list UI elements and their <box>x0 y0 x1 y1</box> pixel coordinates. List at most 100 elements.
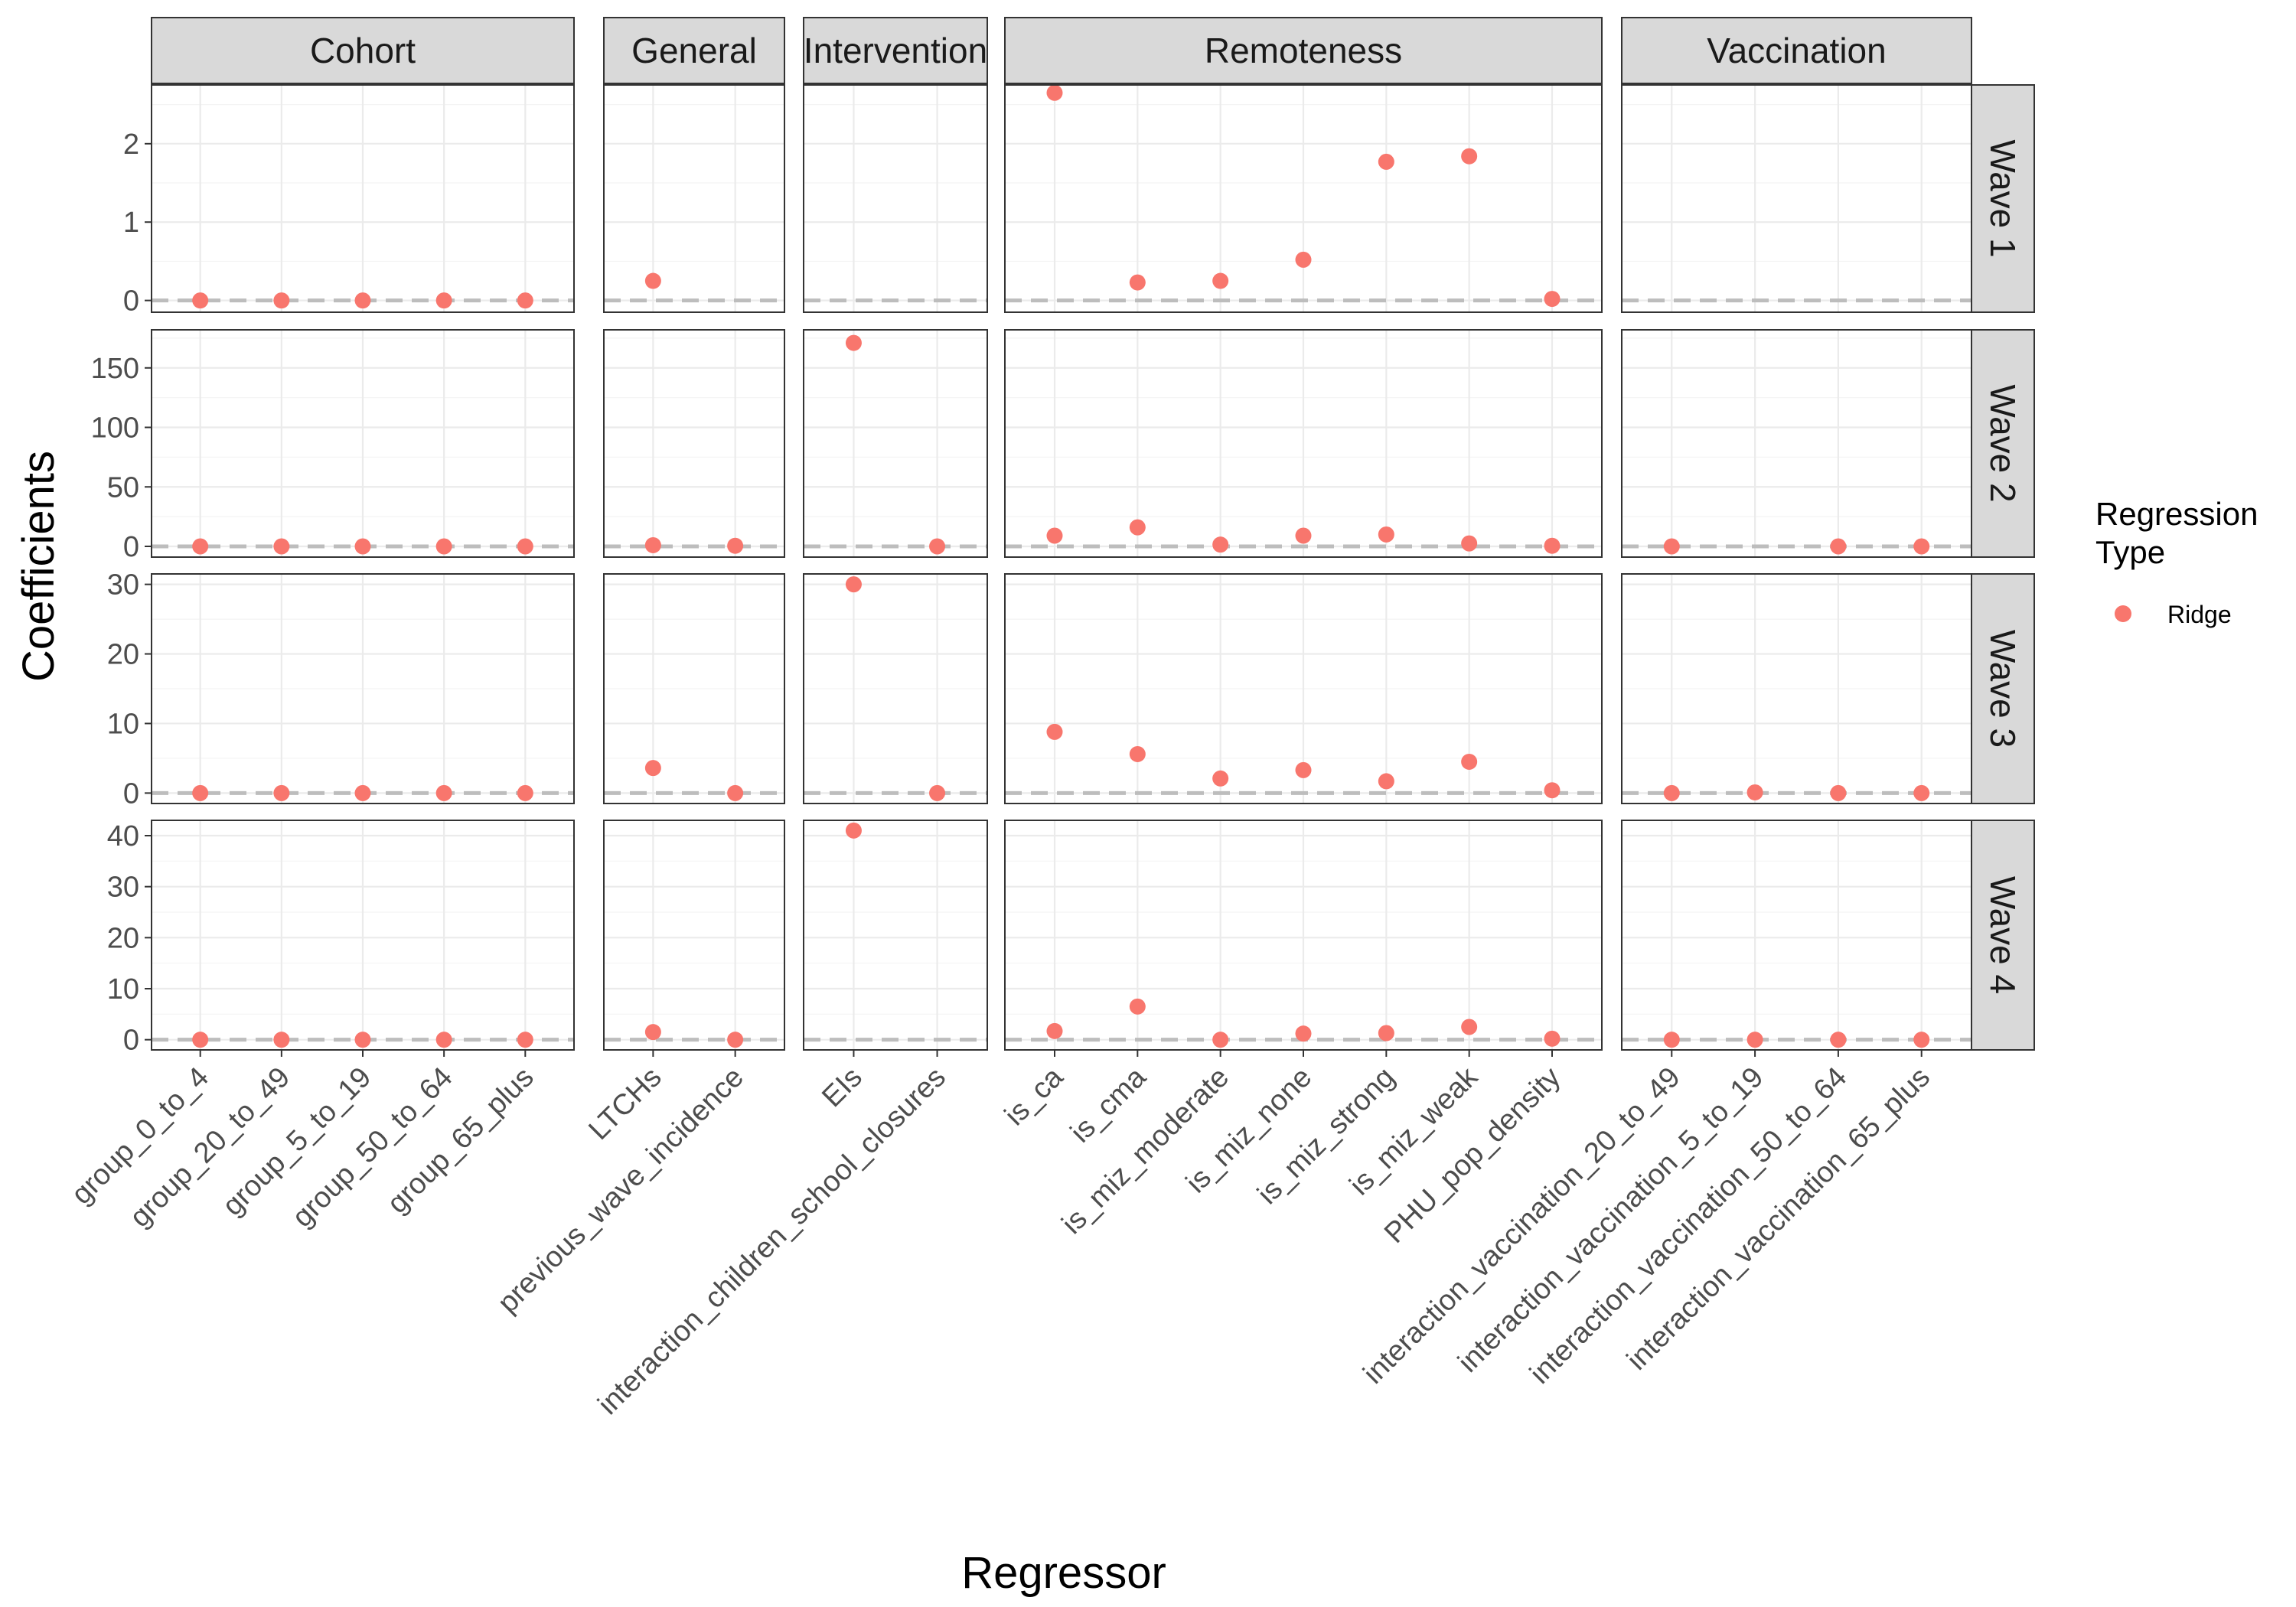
point-wave-3-ltchs <box>644 760 661 777</box>
point-wave-2-is-ca <box>1046 527 1063 544</box>
y-tick-label: 50 <box>107 471 139 504</box>
y-tick-label: 30 <box>107 569 139 601</box>
point-wave-2-previous-wave-incidence <box>727 537 744 554</box>
panel-bg-wave-1-intervention <box>804 85 987 312</box>
row-strip-label: Wave 1 <box>1983 139 2023 257</box>
point-wave-2-group-20-to-49 <box>273 538 290 555</box>
point-wave-1-is-miz-none <box>1295 251 1312 268</box>
column-strip-label: Remoteness <box>1205 31 1402 70</box>
point-wave-4-phu-pop-density <box>1544 1030 1561 1047</box>
x-tick-label-interaction-vaccination-65-plus: interaction_vaccination_65_plus <box>1621 1061 1936 1377</box>
column-strip-box <box>151 17 575 84</box>
column-strip-label: General <box>631 31 757 70</box>
x-tick-label-interaction-children-school-closures: interaction_children_school_closures <box>592 1061 952 1421</box>
point-wave-4-interaction-vaccination-50-to-64 <box>1830 1032 1847 1048</box>
y-tick-label: 40 <box>107 820 139 852</box>
y-tick-label: 0 <box>123 531 139 563</box>
panel-bg-wave-1-general <box>604 85 784 312</box>
row-strip-box <box>1971 820 2035 1051</box>
column-strip-general: General <box>603 17 785 84</box>
y-tick-label: 150 <box>91 353 139 385</box>
point-wave-2-ltchs <box>644 536 661 553</box>
point-wave-3-interaction-vaccination-50-to-64 <box>1830 784 1847 801</box>
column-strip-vaccination: Vaccination <box>1621 17 1972 84</box>
point-wave-3-is-miz-weak <box>1461 753 1478 770</box>
y-tick-label: 2 <box>123 129 139 161</box>
panel-border-wave-4-intervention <box>803 820 988 1051</box>
point-wave-1-group-5-to-19 <box>354 292 371 309</box>
point-wave-3-interaction-children-school-closures <box>929 784 946 801</box>
y-tick-label: 10 <box>107 973 139 1006</box>
legend-label-ridge: Ridge <box>2167 601 2232 628</box>
point-wave-3-interaction-vaccination-20-to-49 <box>1663 784 1680 801</box>
y-tick-label: 0 <box>123 777 139 810</box>
point-wave-3-is-ca <box>1046 723 1063 740</box>
panel-bg-wave-4-general <box>604 820 784 1050</box>
point-wave-3-group-50-to-64 <box>435 784 452 801</box>
legend-title-line-1: Regression <box>2095 496 2258 532</box>
point-wave-3-is-miz-none <box>1295 761 1312 778</box>
panel-border-wave-1-intervention <box>803 84 988 313</box>
panel-border-wave-2-intervention <box>803 329 988 558</box>
point-wave-4-is-miz-moderate <box>1212 1032 1229 1048</box>
panel-bg-wave-4-vaccination <box>1622 820 1971 1050</box>
point-wave-1-group-65-plus <box>517 292 533 309</box>
point-wave-4-group-65-plus <box>517 1032 533 1048</box>
point-wave-2-group-0-to-4 <box>192 538 209 555</box>
row-strip-label: Wave 3 <box>1983 630 2023 748</box>
x-tick-label-group-65-plus: group_65_plus <box>381 1061 540 1220</box>
point-wave-1-is-cma <box>1129 274 1146 291</box>
point-wave-1-is-miz-strong <box>1378 153 1394 170</box>
point-wave-4-eis <box>845 822 862 839</box>
point-wave-3-previous-wave-incidence <box>727 784 744 801</box>
point-wave-4-ltchs <box>644 1024 661 1041</box>
point-wave-4-is-miz-none <box>1295 1025 1312 1042</box>
panel-border-wave-4-general <box>603 820 785 1051</box>
y-tick-label: 20 <box>107 922 139 954</box>
point-wave-2-interaction-vaccination-65-plus <box>1913 538 1930 555</box>
point-wave-2-is-miz-moderate <box>1212 536 1229 553</box>
y-tick-label: 20 <box>107 639 139 671</box>
point-wave-4-is-ca <box>1046 1022 1063 1039</box>
point-wave-3-group-20-to-49 <box>273 784 290 801</box>
y-tick-label: 100 <box>91 412 139 445</box>
column-strip-label: Cohort <box>310 31 416 70</box>
point-wave-1-is-ca <box>1046 84 1063 101</box>
point-wave-2-eis <box>845 334 862 351</box>
column-strip-cohort: Cohort <box>151 17 575 84</box>
row-strip-wave-2: Wave 2 <box>1971 329 2035 558</box>
y-tick-label: 1 <box>123 207 139 239</box>
y-tick-label: 10 <box>107 708 139 740</box>
panel-border-wave-3-general <box>603 573 785 804</box>
point-wave-3-phu-pop-density <box>1544 782 1561 799</box>
point-wave-2-group-65-plus <box>517 538 533 555</box>
point-wave-3-group-5-to-19 <box>354 784 371 801</box>
panel-bg-wave-4-intervention <box>804 820 987 1050</box>
point-wave-4-group-0-to-4 <box>192 1032 209 1048</box>
row-strip-wave-4: Wave 4 <box>1971 820 2035 1051</box>
x-tick-label-eis: EIs <box>816 1061 869 1114</box>
point-wave-4-is-miz-weak <box>1461 1019 1478 1035</box>
point-wave-2-is-cma <box>1129 519 1146 536</box>
row-strip-box <box>1971 329 2035 558</box>
panel-border-wave-3-cohort <box>151 573 575 804</box>
point-wave-1-ltchs <box>644 272 661 289</box>
panel-border-wave-1-remoteness <box>1004 84 1603 313</box>
x-tick-label-is-ca: is_ca <box>999 1061 1070 1132</box>
row-strip-wave-1: Wave 1 <box>1971 84 2035 313</box>
row-strip-label: Wave 4 <box>1983 876 2023 994</box>
grid-lines <box>152 85 1971 1050</box>
y-tick-label: 0 <box>123 285 139 318</box>
panel-bg-wave-2-intervention <box>804 330 987 557</box>
point-wave-1-phu-pop-density <box>1544 291 1561 308</box>
column-strip-box <box>603 17 785 84</box>
point-wave-4-group-20-to-49 <box>273 1032 290 1048</box>
facet-panels: Cohort General Intervention Remoteness Vacci… <box>65 17 2035 1421</box>
point-wave-3-eis <box>845 576 862 593</box>
point-wave-3-group-65-plus <box>517 784 533 801</box>
x-tick-label-interaction-vaccination-50-to-64: interaction_vaccination_50_to_64 <box>1524 1061 1853 1390</box>
y-tick-label: 30 <box>107 872 139 904</box>
y-tick-label: 0 <box>123 1025 139 1057</box>
point-wave-4-group-5-to-19 <box>354 1032 371 1048</box>
column-strip-label: Vaccination <box>1707 31 1886 70</box>
